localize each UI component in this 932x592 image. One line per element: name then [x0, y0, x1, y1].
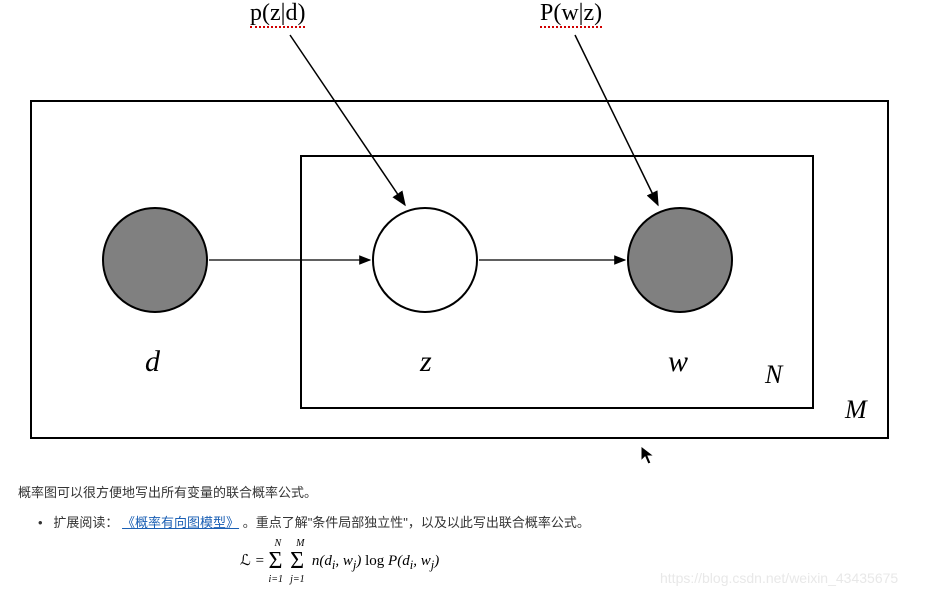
- annotation-label-pzd: p(z|d): [250, 0, 305, 27]
- sum-outer-lower: i=1: [268, 574, 283, 585]
- annotation-label-pwz: P(w|z): [540, 0, 602, 27]
- node-z-label: z: [420, 345, 432, 379]
- node-w: [627, 207, 733, 313]
- node-w-label: w: [668, 345, 688, 379]
- node-d: [102, 207, 208, 313]
- body-text-line1: 概率图可以很方便地写出所有变量的联合概率公式。: [18, 482, 317, 501]
- root-container: { "layout": { "canvas_width": 932, "canv…: [0, 0, 932, 592]
- annotation-label-pwz-text: P(w|z): [540, 0, 602, 28]
- plate-N-label: N: [765, 360, 782, 390]
- plate-M-label: M: [845, 395, 867, 425]
- bullet-line: • 扩展阅读： 《概率有向图模型》 。重点了解"条件局部独立性"，以及以此写出联…: [38, 512, 590, 531]
- likelihood-formula: ℒ = N Σ i=1 M Σ j=1 n(di, wj) log P(di, …: [240, 548, 439, 575]
- node-d-label: d: [145, 345, 160, 379]
- node-z: [372, 207, 478, 313]
- sum-inner-upper: M: [296, 538, 304, 549]
- bullet-suffix: 。重点了解"条件局部独立性"，以及以此写出联合概率公式。: [243, 515, 590, 530]
- sum-outer-upper: N: [274, 538, 281, 549]
- bullet-prefix: 扩展阅读：: [53, 515, 118, 530]
- csdn-watermark: https://blog.csdn.net/weixin_43435675: [660, 570, 898, 586]
- bullet-dot: •: [38, 515, 50, 530]
- annotation-label-pzd-text: p(z|d): [250, 0, 305, 28]
- sum-inner-lower: j=1: [290, 574, 305, 585]
- mouse-cursor-icon: [640, 445, 656, 467]
- prob-dag-model-link[interactable]: 《概率有向图模型》: [122, 515, 239, 530]
